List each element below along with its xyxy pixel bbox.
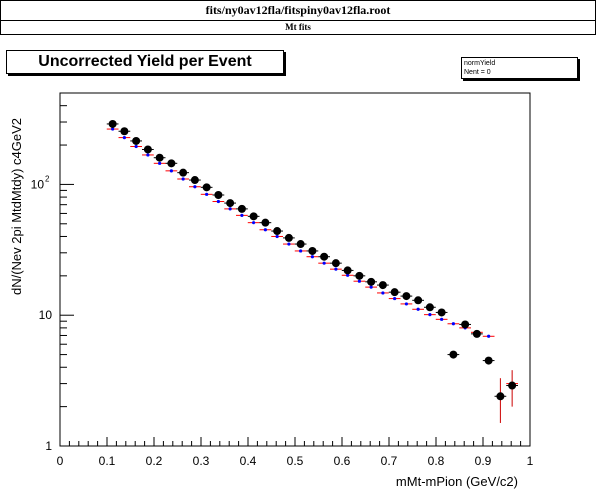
fit-point bbox=[287, 242, 291, 246]
data-point bbox=[214, 191, 223, 200]
x-tick-label: 0.5 bbox=[287, 454, 304, 468]
chart-title: Uncorrected Yield per Event bbox=[6, 50, 284, 74]
data-point bbox=[402, 292, 411, 301]
fit-point bbox=[275, 234, 279, 239]
fit-point bbox=[334, 267, 338, 271]
fit-point bbox=[428, 313, 432, 317]
fit-point bbox=[346, 273, 350, 277]
stats-entries: Nent = 0 bbox=[464, 69, 491, 76]
data-point bbox=[355, 271, 364, 280]
x-tick-label: 0.1 bbox=[99, 454, 116, 468]
fit-point bbox=[111, 127, 115, 131]
data-point bbox=[331, 259, 340, 268]
fit-point bbox=[451, 322, 455, 326]
fit-point bbox=[240, 213, 244, 217]
data-point bbox=[284, 233, 293, 242]
x-tick-label: 0.3 bbox=[193, 454, 210, 468]
x-tick-label: 0.2 bbox=[146, 454, 163, 468]
stats-box: normYield Nent = 0 bbox=[461, 57, 578, 79]
data-point bbox=[296, 240, 305, 249]
data-point bbox=[179, 168, 188, 177]
fit-point bbox=[228, 207, 232, 211]
data-point bbox=[414, 296, 423, 305]
fit-point bbox=[122, 136, 126, 140]
data-point bbox=[378, 281, 387, 290]
fit-point bbox=[299, 249, 303, 253]
data-point bbox=[449, 350, 458, 359]
data-point bbox=[425, 303, 434, 312]
fit-point bbox=[158, 161, 162, 165]
plot-frame bbox=[59, 92, 531, 447]
fit-point bbox=[357, 279, 361, 283]
data-point bbox=[508, 381, 517, 390]
data-point bbox=[120, 127, 129, 136]
x-tick-label: 0.6 bbox=[334, 454, 351, 468]
fit-point bbox=[252, 221, 256, 225]
x-axis: 0 0.1 0.2 0.3 0.4 0.5 0.6 0.7 0.8 0.9 1 bbox=[57, 437, 534, 468]
data-point bbox=[308, 246, 317, 255]
data-marks bbox=[106, 119, 519, 423]
data-point bbox=[437, 308, 446, 317]
data-point bbox=[484, 356, 493, 365]
fit-point bbox=[134, 144, 138, 149]
fit-point bbox=[193, 185, 197, 189]
fit-point bbox=[169, 169, 173, 173]
fit-point bbox=[205, 192, 209, 196]
data-point bbox=[390, 288, 399, 297]
x-axis-label: mMt-mPion (GeV/c2) bbox=[396, 474, 518, 489]
y-tick-label: 1 bbox=[45, 439, 52, 453]
data-point bbox=[190, 176, 199, 185]
fit-point bbox=[381, 291, 385, 295]
data-point bbox=[202, 183, 211, 192]
fit-point bbox=[416, 307, 420, 311]
fit-point bbox=[393, 296, 397, 301]
data-point bbox=[226, 199, 235, 208]
x-tick-label: 0.7 bbox=[381, 454, 398, 468]
data-point bbox=[132, 136, 141, 145]
data-point bbox=[237, 204, 246, 213]
fit-point bbox=[263, 228, 267, 232]
data-point bbox=[496, 392, 505, 401]
data-point bbox=[273, 227, 282, 236]
fit-point bbox=[146, 153, 150, 157]
fit-point bbox=[369, 285, 373, 289]
data-point bbox=[167, 159, 176, 168]
fit-point bbox=[487, 334, 491, 338]
data-point bbox=[367, 277, 376, 286]
x-tick-label: 0.9 bbox=[475, 454, 492, 468]
fit-point bbox=[181, 177, 185, 181]
data-point bbox=[472, 329, 481, 338]
stats-name: normYield bbox=[464, 60, 496, 67]
data-point bbox=[261, 218, 270, 227]
x-tick-label: 0.4 bbox=[240, 454, 257, 468]
y-axis-label: dN/(Nev 2pi MtdMtdy) c4GeV2 bbox=[9, 118, 24, 295]
data-point bbox=[155, 153, 164, 162]
data-point bbox=[249, 212, 258, 221]
data-point bbox=[143, 145, 152, 154]
data-point bbox=[461, 320, 470, 329]
axes-frame bbox=[59, 92, 531, 447]
fit-point bbox=[322, 261, 326, 265]
x-tick-label: 1 bbox=[527, 454, 534, 468]
data-point bbox=[343, 266, 352, 275]
data-point bbox=[108, 119, 117, 128]
fit-point bbox=[440, 317, 444, 321]
y-tick-label: 10 bbox=[31, 177, 45, 191]
fit-point bbox=[310, 255, 314, 259]
x-tick-label: 0 bbox=[57, 454, 64, 468]
y-tick-label: 10 bbox=[39, 308, 53, 322]
fit-point bbox=[404, 302, 408, 306]
y-tick-exponent: 2 bbox=[45, 174, 50, 183]
fit-point bbox=[216, 199, 220, 204]
data-point bbox=[320, 252, 329, 261]
x-tick-label: 0.8 bbox=[428, 454, 445, 468]
